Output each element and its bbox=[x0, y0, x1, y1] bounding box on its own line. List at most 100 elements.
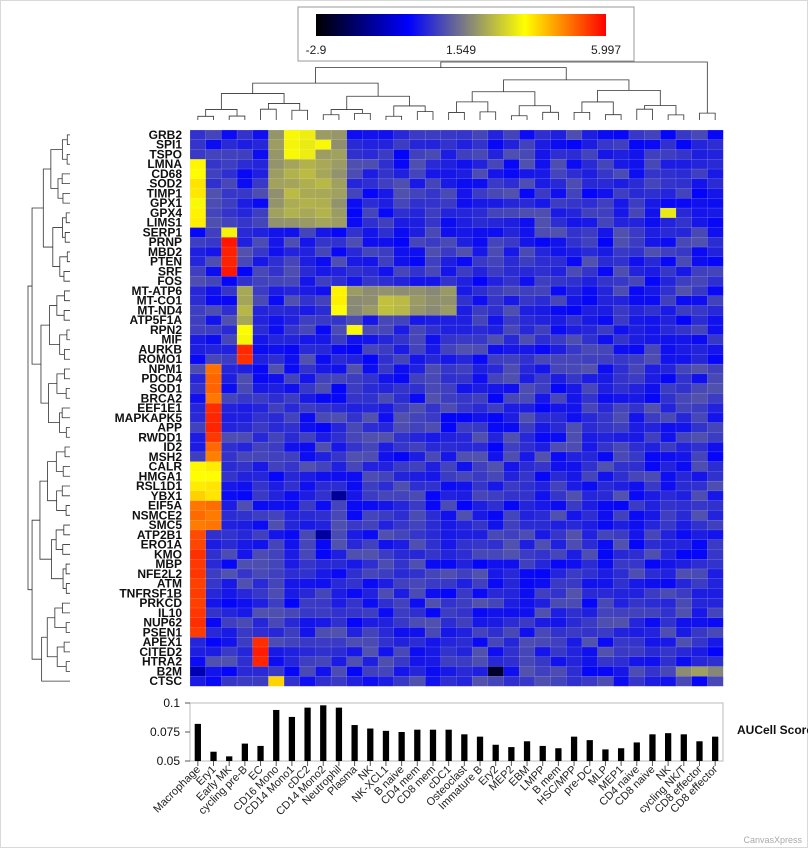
heatmap-cell bbox=[519, 480, 536, 492]
heatmap-cell bbox=[581, 344, 599, 355]
heatmap-cell bbox=[503, 188, 520, 199]
heatmap-cell bbox=[550, 451, 567, 463]
dendrogram-branch bbox=[197, 115, 214, 120]
heatmap-cell bbox=[644, 461, 661, 472]
heatmap-cell bbox=[346, 354, 363, 365]
heatmap-cell bbox=[221, 315, 238, 326]
heatmap-cell bbox=[519, 373, 536, 385]
heatmap-cell bbox=[566, 646, 583, 658]
heatmap-cell bbox=[487, 168, 505, 180]
heatmap-cell bbox=[268, 646, 285, 658]
heatmap-cell bbox=[613, 246, 630, 258]
heatmap-cell bbox=[424, 256, 442, 268]
dendrogram-branch bbox=[346, 95, 410, 110]
heatmap-cell bbox=[205, 178, 222, 190]
heatmap-cell bbox=[675, 129, 693, 141]
heatmap-cell bbox=[660, 393, 677, 404]
heatmap-cell bbox=[315, 237, 332, 248]
heatmap-cell bbox=[644, 393, 661, 404]
heatmap-cell bbox=[205, 539, 222, 550]
heatmap-cell bbox=[456, 266, 473, 277]
heatmap-cell bbox=[221, 549, 238, 560]
heatmap-cell bbox=[691, 666, 708, 677]
heatmap-cell bbox=[581, 246, 599, 258]
heatmap-cell bbox=[707, 646, 724, 658]
heatmap-cell bbox=[377, 207, 395, 219]
heatmap-cell bbox=[283, 276, 301, 287]
heatmap-cell bbox=[487, 676, 505, 687]
heatmap-cell bbox=[409, 334, 426, 346]
heatmap-cell bbox=[691, 578, 708, 589]
heatmap-cell bbox=[534, 588, 552, 599]
heatmap-cell bbox=[597, 646, 614, 658]
heatmap-cell bbox=[346, 129, 363, 141]
heatmap-cell bbox=[456, 276, 473, 287]
heatmap-cell bbox=[519, 285, 536, 297]
heatmap-cell bbox=[628, 578, 646, 589]
heatmap-cell bbox=[613, 461, 630, 472]
heatmap-cell bbox=[189, 246, 207, 258]
heatmap-cell bbox=[707, 539, 724, 550]
heatmap-cell bbox=[315, 324, 332, 336]
heatmap-cell bbox=[330, 402, 348, 414]
heatmap-cell bbox=[236, 178, 254, 190]
heatmap-cell bbox=[456, 637, 473, 648]
heatmap-cell bbox=[299, 637, 316, 648]
heatmap-cell bbox=[409, 598, 426, 609]
heatmap-cell bbox=[189, 383, 207, 394]
heatmap-cell bbox=[268, 246, 285, 258]
heatmap-cell bbox=[675, 568, 693, 580]
heatmap-cell bbox=[283, 568, 301, 580]
heatmap-cell bbox=[471, 305, 489, 316]
heatmap-cell bbox=[205, 646, 222, 658]
heatmap-cell bbox=[566, 139, 583, 151]
heatmap-cell bbox=[660, 676, 677, 687]
heatmap-cell bbox=[613, 510, 630, 521]
heatmap-cell bbox=[503, 500, 520, 511]
heatmap-cell bbox=[330, 198, 348, 209]
heatmap-cell bbox=[221, 217, 238, 229]
heatmap-cell bbox=[362, 549, 379, 560]
heatmap-cell bbox=[189, 217, 207, 229]
heatmap-cell bbox=[252, 295, 269, 307]
heatmap-cell bbox=[644, 578, 661, 589]
heatmap-cell bbox=[205, 480, 222, 492]
heatmap-cell bbox=[691, 246, 708, 258]
heatmap-cell bbox=[409, 383, 426, 394]
heatmap-cell bbox=[283, 490, 301, 502]
heatmap-cell bbox=[362, 393, 379, 404]
heatmap-cell bbox=[299, 568, 316, 580]
heatmap-cell bbox=[519, 276, 536, 287]
heatmap-cell bbox=[330, 373, 348, 385]
dendrogram-branch bbox=[291, 109, 308, 120]
heatmap-cell bbox=[440, 461, 458, 472]
heatmap-cell bbox=[519, 598, 536, 609]
heatmap-cell bbox=[660, 324, 677, 336]
heatmap-cell bbox=[236, 637, 254, 648]
heatmap-cell bbox=[566, 266, 583, 277]
heatmap-cell bbox=[628, 285, 646, 297]
heatmap-cell bbox=[644, 168, 661, 180]
heatmap-cell bbox=[628, 451, 646, 463]
heatmap-cell bbox=[691, 168, 708, 180]
heatmap-cell bbox=[519, 149, 536, 160]
heatmap-cell bbox=[691, 598, 708, 609]
heatmap-cell bbox=[315, 168, 332, 180]
heatmap-cell bbox=[675, 207, 693, 219]
heatmap-cell bbox=[362, 519, 379, 531]
heatmap-cell bbox=[362, 295, 379, 307]
heatmap-cell bbox=[252, 334, 269, 346]
heatmap-cell bbox=[205, 285, 222, 297]
heatmap-cell bbox=[236, 393, 254, 404]
heatmap-cell bbox=[613, 578, 630, 589]
heatmap-cell bbox=[221, 285, 238, 297]
heatmap-cell bbox=[566, 227, 583, 238]
heatmap-cell bbox=[362, 451, 379, 463]
heatmap-cell bbox=[503, 246, 520, 258]
heatmap-cell bbox=[330, 646, 348, 658]
heatmap-cell bbox=[424, 646, 442, 658]
heatmap-cell bbox=[362, 568, 379, 580]
heatmap-cell bbox=[581, 656, 599, 667]
heatmap-cell bbox=[707, 617, 724, 628]
